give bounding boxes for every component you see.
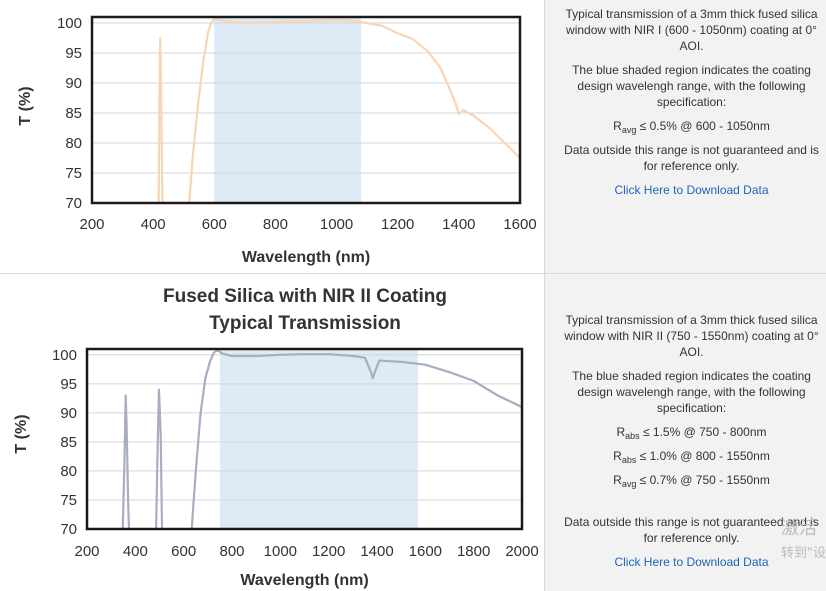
y-tick-label-75: 75 xyxy=(60,492,77,509)
x-tick-label-600: 600 xyxy=(171,543,196,560)
x-tick-label-400: 400 xyxy=(141,216,166,233)
transmission-curve xyxy=(121,349,522,529)
chart-title: Fused Silica with NIR II Coating xyxy=(163,286,447,307)
x-tick-label-1800: 1800 xyxy=(457,543,490,560)
x-tick-label-800: 800 xyxy=(219,543,244,560)
description-para-2: The blue shaded region indicates the coa… xyxy=(572,63,811,109)
x-axis-label: Wavelength (nm) xyxy=(240,572,368,589)
y-tick-label-70: 70 xyxy=(65,195,82,212)
x-tick-label-2000: 2000 xyxy=(505,543,538,560)
plot-frame xyxy=(85,347,524,531)
y-tick-label-85: 85 xyxy=(65,105,82,122)
chart-subtitle: Typical Transmission xyxy=(209,313,401,334)
watermark-line-2: 转到"设 xyxy=(781,546,826,561)
download-data-link[interactable]: Click Here to Download Data xyxy=(614,555,769,569)
y-tick-label-80: 80 xyxy=(60,463,77,480)
description-cell-nir-ii: Typical transmission of a 3mm thick fuse… xyxy=(544,274,826,591)
description-para-3: Data outside this range is not guarantee… xyxy=(564,143,819,173)
y-axis-label: T (%) xyxy=(13,414,30,453)
design-range-shade xyxy=(219,349,419,529)
description-cell-nir-i: Typical transmission of a 3mm thick fuse… xyxy=(544,0,826,274)
description-para-3: Data outside this range is not guarantee… xyxy=(564,515,819,545)
x-tick-label-1600: 1600 xyxy=(409,543,442,560)
x-tick-label-800: 800 xyxy=(263,216,288,233)
x-tick-label-1400: 1400 xyxy=(360,543,393,560)
description-para-1: Typical transmission of a 3mm thick fuse… xyxy=(564,313,819,359)
x-tick-label-1000: 1000 xyxy=(264,543,297,560)
x-tick-label-1200: 1200 xyxy=(312,543,345,560)
y-axis-label: T (%) xyxy=(17,86,34,125)
y-tick-label-90: 90 xyxy=(60,405,77,422)
x-tick-label-600: 600 xyxy=(202,216,227,233)
x-tick-label-1600: 1600 xyxy=(503,216,536,233)
y-tick-label-85: 85 xyxy=(60,434,77,451)
y-tick-label-75: 75 xyxy=(65,165,82,182)
y-tick-label-70: 70 xyxy=(60,521,77,538)
download-data-link[interactable]: Click Here to Download Data xyxy=(614,183,769,197)
spec-line-1: Rabs ≤ 1.5% @ 750 - 800nm xyxy=(616,425,767,441)
row-nir-i: 70 75 80 85 90 95 100 200 400 600 800 1000 1200 1400 1… xyxy=(0,0,826,274)
chart-cell-nir-i: 70 75 80 85 90 95 100 200 400 600 800 1000 1200 1400 1… xyxy=(0,0,544,274)
y-tick-label-95: 95 xyxy=(65,45,82,62)
x-tick-label-1200: 1200 xyxy=(381,216,414,233)
description-para-1: Typical transmission of a 3mm thick fuse… xyxy=(565,7,818,53)
series-group xyxy=(121,349,522,529)
x-tick-label-1400: 1400 xyxy=(442,216,475,233)
watermark-line-1: 激活 xyxy=(781,518,817,539)
description-text-nir-ii: Typical transmission of a 3mm thick fuse… xyxy=(557,312,826,570)
spec-line-1: Ravg ≤ 0.5% @ 600 - 1050nm xyxy=(613,119,770,135)
description-para-2: The blue shaded region indicates the coa… xyxy=(572,369,811,415)
y-tick-label-80: 80 xyxy=(65,135,82,152)
chart-nir-ii: 70 75 80 85 90 95 100 200 400 600 800 1000 1200 1400 1… xyxy=(13,286,539,589)
y-tick-label-100: 100 xyxy=(52,347,77,364)
spec-line-2: Rabs ≤ 1.0% @ 800 - 1550nm xyxy=(613,449,770,465)
x-tick-label-200: 200 xyxy=(74,543,99,560)
series-group xyxy=(157,17,520,203)
design-range-shade xyxy=(214,17,362,203)
chart-nir-i: 70 75 80 85 90 95 100 200 400 600 800 1000 1200 1400 1… xyxy=(17,15,537,266)
x-tick-label-1000: 1000 xyxy=(320,216,353,233)
x-tick-label-400: 400 xyxy=(123,543,148,560)
chart-cell-nir-ii: 70 75 80 85 90 95 100 200 400 600 800 1000 1200 1400 1… xyxy=(0,274,544,591)
y-tick-label-90: 90 xyxy=(65,75,82,92)
x-tick-label-200: 200 xyxy=(79,216,104,233)
y-tick-label-100: 100 xyxy=(57,15,82,32)
plot-frame xyxy=(90,15,522,205)
spec-line-3: Ravg ≤ 0.7% @ 750 - 1550nm xyxy=(613,473,770,489)
description-text-nir-i: Typical transmission of a 3mm thick fuse… xyxy=(557,6,826,198)
row-divider xyxy=(0,273,826,274)
x-axis-label: Wavelength (nm) xyxy=(242,249,370,266)
row-nir-ii: 70 75 80 85 90 95 100 200 400 600 800 1000 1200 1400 1… xyxy=(0,274,826,591)
y-tick-label-95: 95 xyxy=(60,376,77,393)
transmission-curve xyxy=(157,17,520,203)
